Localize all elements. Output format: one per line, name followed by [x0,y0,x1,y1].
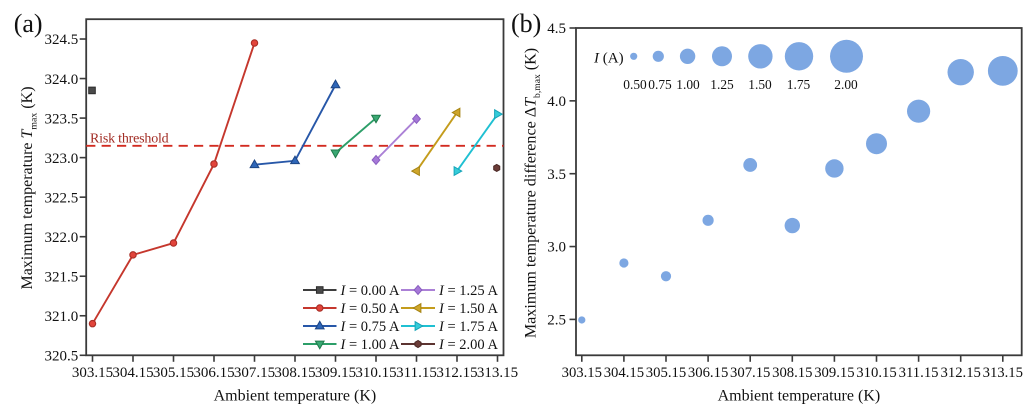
svg-text:2.00: 2.00 [834,77,858,92]
svg-text:1.50: 1.50 [748,77,772,92]
svg-text:322.0: 322.0 [44,230,78,246]
svg-text:I = 0.75 A: I = 0.75 A [340,319,400,335]
svg-text:310.15: 310.15 [856,365,896,381]
svg-text:I (A): I (A) [593,50,624,66]
svg-text:305.15: 305.15 [153,365,194,381]
svg-text:1.75: 1.75 [787,77,811,92]
svg-text:I = 1.75 A: I = 1.75 A [438,319,498,335]
svg-text:324.0: 324.0 [44,72,78,88]
svg-text:321.5: 321.5 [44,269,78,285]
svg-text:I = 2.00 A: I = 2.00 A [438,337,498,353]
svg-text:Ambient temperature (K): Ambient temperature (K) [214,388,377,405]
svg-text:322.5: 322.5 [44,190,78,206]
svg-text:309.15: 309.15 [814,365,854,381]
svg-text:313.15: 313.15 [477,365,518,381]
svg-text:(a): (a) [14,9,43,38]
svg-text:I = 1.50 A: I = 1.50 A [438,301,498,317]
svg-text:308.15: 308.15 [274,365,315,381]
svg-text:323.0: 323.0 [44,151,78,167]
svg-text:307.15: 307.15 [234,365,275,381]
svg-text:3.5: 3.5 [547,167,566,183]
svg-text:I = 0.00 A: I = 0.00 A [340,283,400,299]
svg-text:312.15: 312.15 [941,365,981,381]
svg-text:304.15: 304.15 [112,365,153,381]
svg-text:0.50: 0.50 [623,77,647,92]
svg-text:307.15: 307.15 [730,365,770,381]
svg-text:Maximum temperature difference: Maximum temperature difference ΔTb,max (… [523,48,544,338]
svg-text:303.15: 303.15 [562,365,602,381]
svg-text:313.15: 313.15 [983,365,1023,381]
svg-text:320.5: 320.5 [44,349,78,365]
svg-text:323.5: 323.5 [44,111,78,127]
svg-text:(b): (b) [511,9,541,38]
svg-text:311.15: 311.15 [899,365,939,381]
svg-text:4.5: 4.5 [547,21,566,37]
svg-text:Maximum temperature Tmax (K): Maximum temperature Tmax (K) [19,86,40,289]
svg-text:2.5: 2.5 [547,313,566,329]
svg-text:4.0: 4.0 [547,94,566,110]
svg-text:309.15: 309.15 [315,365,356,381]
svg-text:311.15: 311.15 [396,365,437,381]
svg-text:1.25: 1.25 [710,77,734,92]
svg-text:308.15: 308.15 [772,365,812,381]
svg-text:305.15: 305.15 [646,365,686,381]
svg-text:1.00: 1.00 [676,77,700,92]
svg-text:321.0: 321.0 [44,309,78,325]
svg-text:324.5: 324.5 [44,32,78,48]
svg-text:306.15: 306.15 [193,365,234,381]
svg-text:304.15: 304.15 [604,365,644,381]
svg-text:Ambient temperature (K): Ambient temperature (K) [718,388,881,405]
svg-text:312.15: 312.15 [436,365,477,381]
svg-text:3.0: 3.0 [547,240,566,256]
svg-text:306.15: 306.15 [688,365,728,381]
svg-text:0.75: 0.75 [648,77,672,92]
svg-text:Risk threshold: Risk threshold [90,132,169,147]
svg-text:310.15: 310.15 [355,365,396,381]
svg-text:I = 0.50 A: I = 0.50 A [340,301,400,317]
svg-text:I = 1.25 A: I = 1.25 A [438,283,498,299]
svg-text:303.15: 303.15 [72,365,113,381]
svg-text:I = 1.00 A: I = 1.00 A [340,337,400,353]
